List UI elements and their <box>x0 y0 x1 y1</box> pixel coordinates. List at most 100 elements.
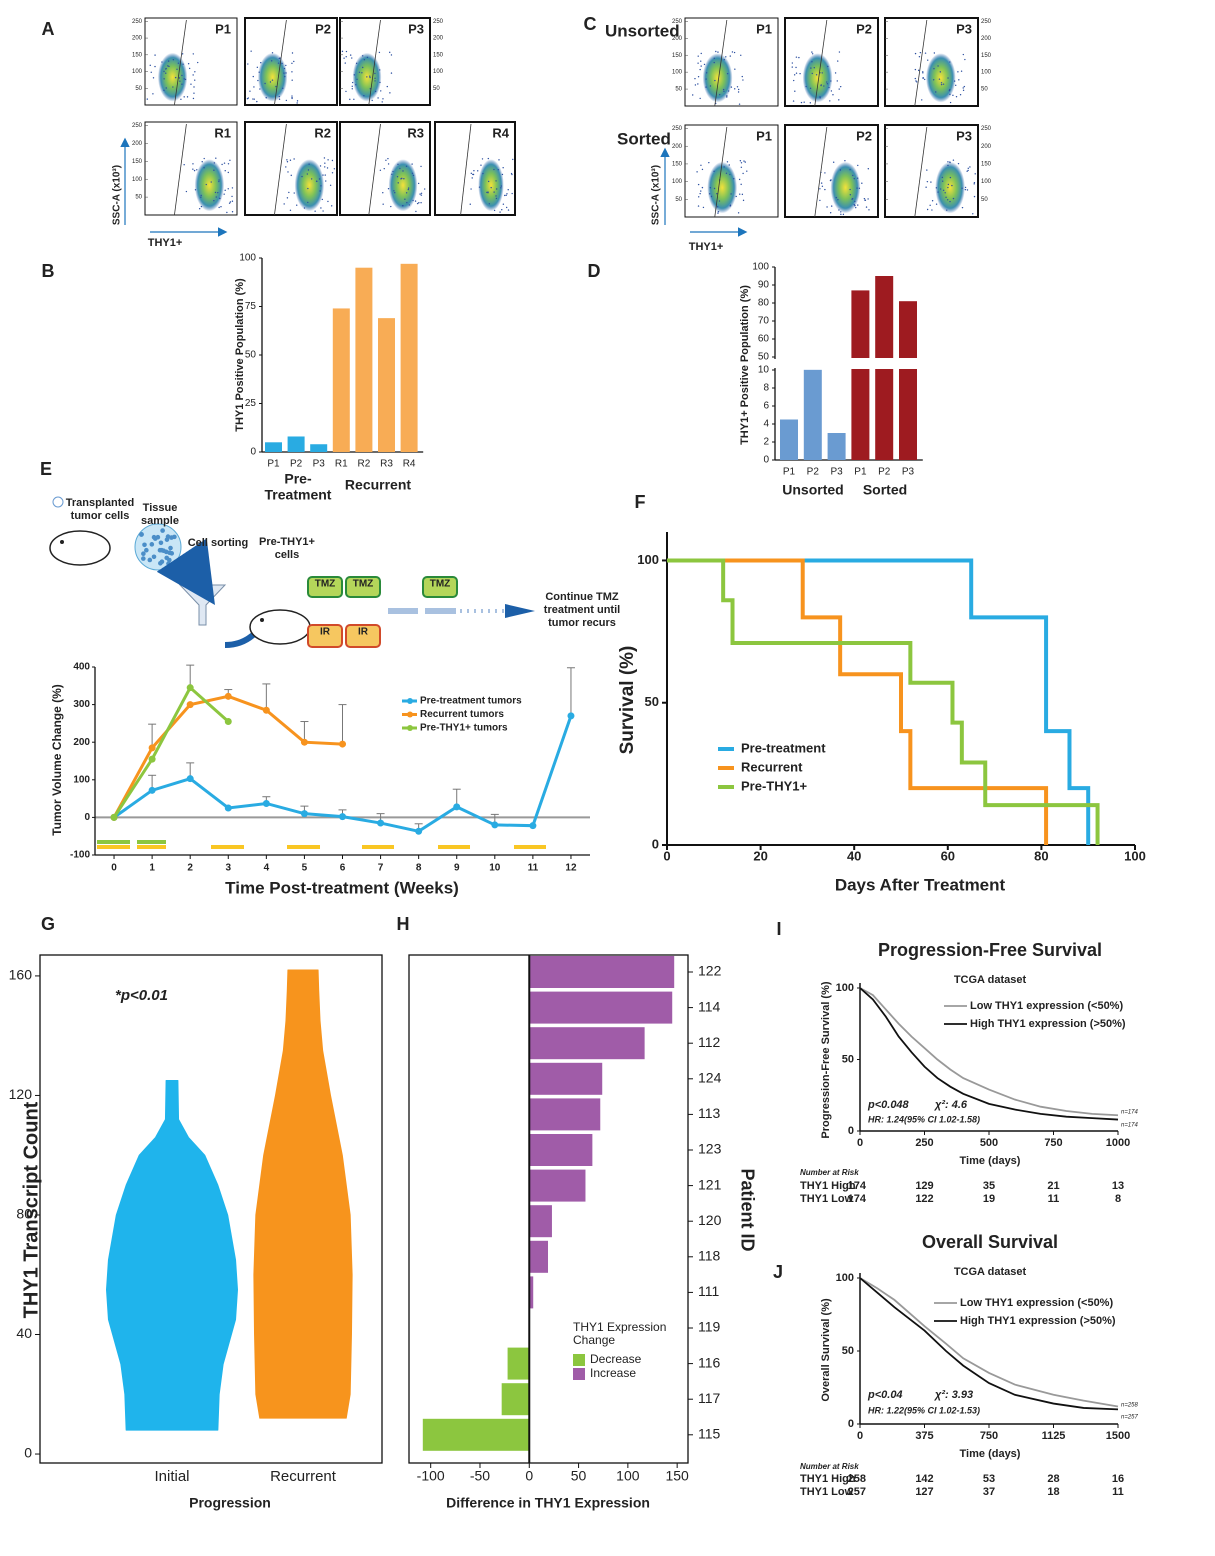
x-tick-label: P3 <box>902 467 915 478</box>
cell-dot <box>493 168 495 171</box>
cell-dot <box>345 56 347 58</box>
cell-dot <box>511 192 513 195</box>
cell-dot <box>177 62 180 64</box>
tissue-cell <box>169 535 174 540</box>
cell-dot <box>349 54 352 56</box>
cell-dot <box>407 187 410 189</box>
cell-dot <box>167 60 170 62</box>
cell-dot <box>501 173 504 176</box>
legend-label: Recurrent <box>741 759 803 774</box>
cell-cloud <box>830 161 861 214</box>
cell-dot <box>942 83 945 85</box>
cell-dot <box>481 158 484 160</box>
cell-dot <box>939 188 942 190</box>
cell-dot <box>813 67 815 69</box>
plot-frame <box>408 954 689 1464</box>
treatment-block <box>362 845 394 849</box>
cell-dot <box>252 75 254 78</box>
cell-dot <box>291 71 293 73</box>
cell-dot <box>701 168 704 171</box>
cell-dot <box>697 55 699 57</box>
cell-dot <box>331 172 334 174</box>
cell-dot <box>853 177 855 180</box>
ir-box <box>345 624 381 648</box>
cell-dot <box>203 157 205 160</box>
cell-dot <box>854 200 856 203</box>
cell-dot <box>163 89 165 92</box>
risk-count: 257 <box>848 1486 866 1498</box>
y-tick-label: 100 <box>752 262 769 273</box>
cell-dot <box>201 161 203 163</box>
cell-dot <box>839 169 842 171</box>
bar <box>529 1205 552 1238</box>
legend-swatch <box>573 1368 585 1380</box>
cell-dot <box>708 193 711 195</box>
tmz-label: TMZ <box>315 579 336 590</box>
cell-dot <box>947 161 949 163</box>
cell-dot <box>915 80 917 82</box>
cell-dot <box>713 170 715 173</box>
cell-dot <box>192 97 195 100</box>
x-tick-label: 0 <box>663 848 670 863</box>
cell-dot <box>420 202 422 204</box>
cell-dot <box>259 88 261 90</box>
legend-swatch <box>573 1354 585 1366</box>
cell-dot <box>942 189 945 191</box>
cell-dot <box>868 209 870 211</box>
risk-row-label: THY1 High <box>800 1180 856 1192</box>
cell-cloud <box>157 52 188 102</box>
ir-label: IR <box>358 627 369 638</box>
flow-plot <box>684 17 779 107</box>
cell-dot <box>412 199 414 202</box>
risk-count: 142 <box>915 1473 933 1485</box>
cell-dot <box>939 71 942 73</box>
plot-label: P3 <box>956 128 972 143</box>
cell-dot <box>836 80 838 82</box>
tissue-cell <box>141 556 146 561</box>
cell-dot <box>838 88 840 90</box>
flow-x-label: THY1+ <box>148 237 183 249</box>
treatment-block <box>137 845 166 849</box>
x-tick-label: P2 <box>807 467 820 478</box>
flow-tick-label: 200 <box>981 144 992 150</box>
cell-dot <box>960 70 963 72</box>
cell-cloud <box>194 159 225 212</box>
cell-dot <box>795 56 798 58</box>
cell-dot <box>187 62 190 65</box>
y-tick-label: 0 <box>250 447 256 458</box>
cell-dot <box>809 87 812 90</box>
y-tick-label: 123 <box>698 1141 722 1157</box>
cell-dot <box>172 59 175 61</box>
cell-dot <box>495 180 497 182</box>
cell-dot <box>867 168 870 170</box>
cell-dot <box>247 97 250 99</box>
legend-label: Pre-treatment <box>741 740 826 755</box>
cell-dot <box>382 192 384 194</box>
cell-dot <box>231 195 233 198</box>
cell-dot <box>220 205 222 208</box>
bar <box>378 318 395 452</box>
cell-dot <box>374 77 376 79</box>
cell-dot <box>198 208 201 210</box>
cell-dot <box>932 79 935 81</box>
y-tick-label: 0 <box>24 1445 32 1461</box>
flow-tick-label: 200 <box>132 141 143 147</box>
cell-dot <box>937 191 939 193</box>
flow-x-label: THY1+ <box>689 241 724 253</box>
cell-dot <box>403 178 405 180</box>
risk-count: 127 <box>915 1486 933 1498</box>
flow-tick-label: 150 <box>981 162 992 168</box>
cell-dot <box>469 203 471 205</box>
cell-dot <box>725 56 727 58</box>
cell-dot <box>406 201 408 204</box>
cell-dot <box>369 76 371 79</box>
cell-dot <box>851 198 853 200</box>
x-tick-label: R2 <box>358 459 371 470</box>
cell-dot <box>736 86 739 88</box>
cell-dot <box>738 178 741 181</box>
cell-dot <box>922 71 924 73</box>
cell-dot <box>181 53 184 55</box>
panel-letter: J <box>773 1262 783 1282</box>
cell-dot <box>149 64 151 67</box>
y-tick-label: 25 <box>245 398 257 409</box>
